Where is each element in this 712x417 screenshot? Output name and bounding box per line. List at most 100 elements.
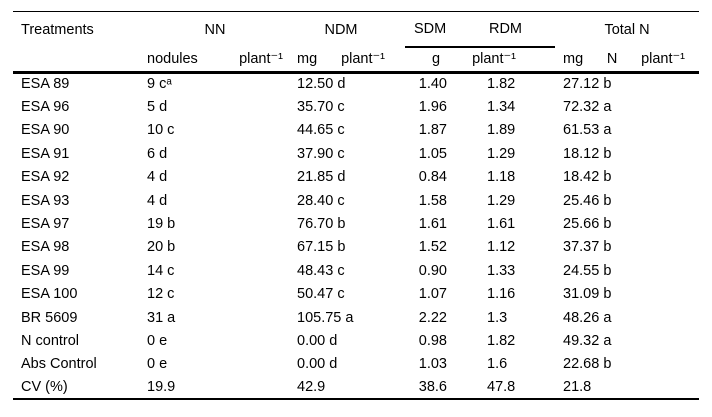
table-row-esa-90: ESA 90 10 c 44.65 c 1.87 1.89 61.53 a <box>13 119 699 142</box>
col-header-total-n: Total N <box>604 22 650 38</box>
cell-total-n: 48.26 a <box>563 309 612 326</box>
cell-treatment: N control <box>21 332 80 349</box>
cell-rdm: 1.16 <box>487 286 516 303</box>
header-row-groups: Treatments NN NDM SDM RDM Total N <box>13 12 699 48</box>
cell-treatment: ESA 99 <box>21 262 70 279</box>
unit-g-plant: plant⁻¹ <box>472 51 517 68</box>
cell-total-n: 37.37 b <box>563 239 612 256</box>
cell-treatment: ESA 100 <box>21 286 78 303</box>
cell-treatment: Abs Control <box>21 356 97 373</box>
unit-cell-total-n: mg N plant⁻¹ <box>555 48 700 74</box>
cell-nn: 4 d <box>147 192 168 209</box>
cell-total-n: 31.09 b <box>563 286 612 303</box>
cell-ndm: 42.9 <box>297 379 326 396</box>
cell-total-n: 27.12 b <box>563 76 612 93</box>
cell-rdm: 1.29 <box>487 192 516 209</box>
cell-total-n: 18.42 b <box>563 169 612 186</box>
cell-nn: 4 d <box>147 169 168 186</box>
unit-totaln-plant: plant⁻¹ <box>641 51 685 68</box>
cell-ndm: 44.65 c <box>297 122 345 139</box>
cell-total-n: 18.12 b <box>563 145 612 162</box>
cell-rdm: 1.61 <box>487 216 516 233</box>
col-header-rdm: RDM <box>488 21 523 37</box>
cell-treatment: ESA 97 <box>21 216 70 233</box>
unit-cell-nn: nodules plant⁻¹ <box>147 48 283 74</box>
cell-nn: 14 c <box>147 262 175 279</box>
cell-sdm: 1.40 <box>418 76 447 93</box>
cell-sdm: 0.90 <box>418 262 447 279</box>
cell-sdm: 1.03 <box>418 356 447 373</box>
cell-treatment: CV (%) <box>21 379 68 396</box>
unit-g: g <box>432 51 441 68</box>
cell-nn: 19.9 <box>147 379 176 396</box>
table-row-esa-92: ESA 92 4 d 21.85 d 0.84 1.18 18.42 b <box>13 166 699 189</box>
cell-rdm: 1.12 <box>487 239 516 256</box>
cell-ndm: 28.40 c <box>297 192 345 209</box>
cell-rdm: 1.3 <box>487 309 508 326</box>
cell-treatment: ESA 91 <box>21 145 70 162</box>
cell-treatment: BR 5609 <box>21 309 78 326</box>
header-row-units: nodules plant⁻¹ mg plant⁻¹ g plant⁻¹ mg <box>13 48 700 74</box>
cell-ndm: 12.50 d <box>297 76 346 93</box>
cell-rdm: 1.29 <box>487 145 516 162</box>
cell-ndm: 35.70 c <box>297 99 345 116</box>
table-row-abs-control: Abs Control 0 e 0.00 d 1.03 1.6 22.68 b <box>13 353 699 376</box>
cell-sdm: 0.98 <box>418 332 447 349</box>
cell-ndm: 105.75 a <box>297 309 354 326</box>
cell-sdm: 1.05 <box>418 145 447 162</box>
cell-sdm: 2.22 <box>418 309 447 326</box>
cell-treatment: ESA 92 <box>21 169 70 186</box>
cell-total-n: 25.46 b <box>563 192 612 209</box>
cell-total-n: 22.68 b <box>563 356 612 373</box>
col-header-nn: NN <box>204 22 226 38</box>
table-row-esa-96: ESA 96 5 d 35.70 c 1.96 1.34 72.32 a <box>13 95 699 118</box>
cell-nn: 5 d <box>147 99 168 116</box>
cell-rdm: 1.89 <box>487 122 516 139</box>
cell-treatment: ESA 90 <box>21 122 70 139</box>
table-row-esa-99: ESA 99 14 c 48.43 c 0.90 1.33 24.55 b <box>13 259 699 282</box>
cell-treatment: ESA 98 <box>21 239 70 256</box>
cell-ndm: 50.47 c <box>297 286 345 303</box>
cell-ndm: 0.00 d <box>297 356 338 373</box>
table-row-esa-91: ESA 91 6 d 37.90 c 1.05 1.29 18.12 b <box>13 142 699 165</box>
cell-ndm: 0.00 d <box>297 332 338 349</box>
cell-nn: 9 cᵃ <box>147 76 172 93</box>
col-header-sdm: SDM <box>414 21 447 37</box>
table-row-esa-97: ESA 97 19 b 76.70 b 1.61 1.61 25.66 b <box>13 212 699 235</box>
cell-sdm: 1.61 <box>418 216 447 233</box>
unit-nn-nodules: nodules <box>147 51 198 68</box>
cell-rdm: 47.8 <box>487 379 516 396</box>
cell-ndm: 37.90 c <box>297 145 345 162</box>
unit-ndm-mg: mg <box>297 51 318 68</box>
cell-ndm: 76.70 b <box>297 216 346 233</box>
col-header-treatments: Treatments <box>21 22 94 38</box>
cell-sdm: 1.07 <box>418 286 447 303</box>
cell-total-n: 24.55 b <box>563 262 612 279</box>
cell-rdm: 1.33 <box>487 262 516 279</box>
results-table: Treatments NN NDM SDM RDM Total N nodule… <box>13 11 700 401</box>
cell-nn: 31 a <box>147 309 176 326</box>
cell-nn: 0 e <box>147 332 168 349</box>
cell-rdm: 1.18 <box>487 169 516 186</box>
cell-total-n: 21.8 <box>563 379 592 396</box>
unit-totaln-mg: mg <box>563 51 584 68</box>
cell-nn: 20 b <box>147 239 176 256</box>
unit-ndm-plant: plant⁻¹ <box>341 51 385 68</box>
cell-nn: 10 c <box>147 122 175 139</box>
table-row-esa-98: ESA 98 20 b 67.15 b 1.52 1.12 37.37 b <box>13 236 699 259</box>
table-row-br-5609: BR 5609 31 a 105.75 a 2.22 1.3 48.26 a <box>13 306 699 329</box>
col-header-sdm-rdm-group: SDM RDM <box>385 12 556 48</box>
cell-sdm: 38.6 <box>418 379 447 396</box>
table-row-esa-89: ESA 89 9 cᵃ 12.50 d 1.40 1.82 27.12 b <box>13 72 699 95</box>
sdm-rdm-group-rule: SDM RDM <box>405 12 556 48</box>
cell-nn: 0 e <box>147 356 168 373</box>
cell-nn: 6 d <box>147 145 168 162</box>
cell-ndm: 21.85 d <box>297 169 346 186</box>
cell-total-n: 61.53 a <box>563 122 612 139</box>
cell-total-n: 49.32 a <box>563 332 612 349</box>
cell-nn: 19 b <box>147 216 176 233</box>
cell-rdm: 1.82 <box>487 332 516 349</box>
unit-cell-sdm-rdm: g plant⁻¹ <box>385 48 556 74</box>
empty-cell <box>13 48 147 74</box>
cell-nn: 12 c <box>147 286 175 303</box>
